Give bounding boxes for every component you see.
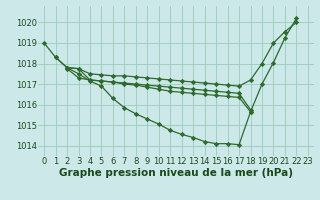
X-axis label: Graphe pression niveau de la mer (hPa): Graphe pression niveau de la mer (hPa) bbox=[59, 168, 293, 178]
